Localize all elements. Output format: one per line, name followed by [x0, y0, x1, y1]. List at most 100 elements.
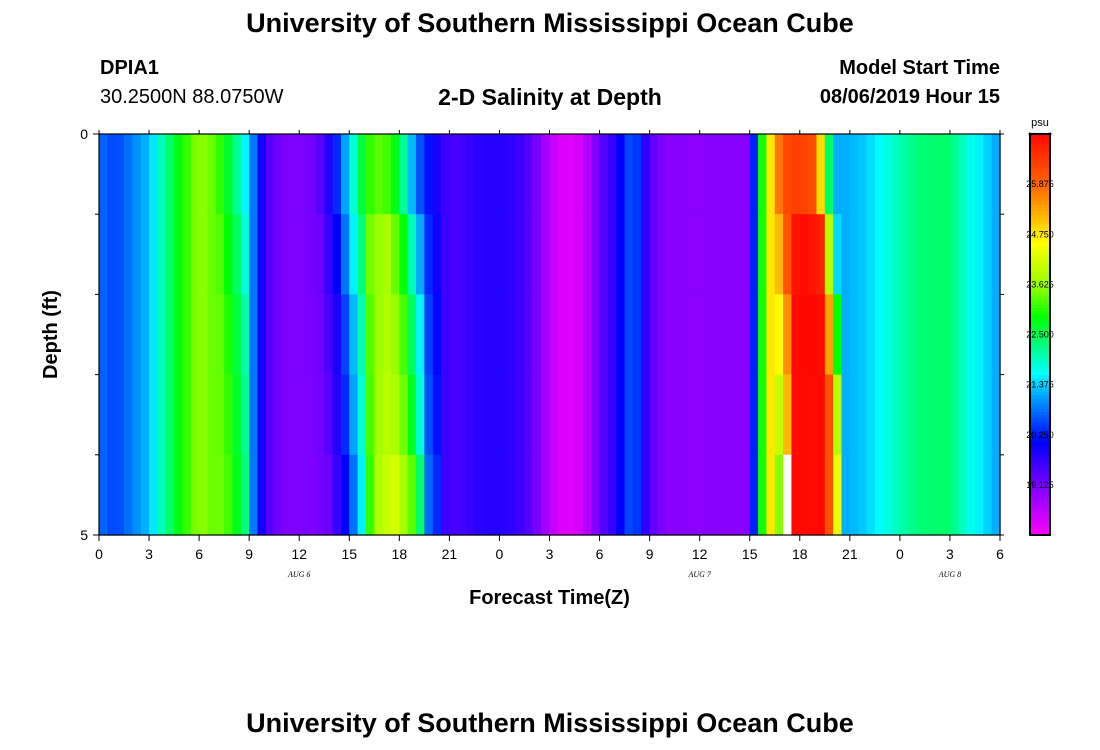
heatmap-cell [407, 294, 417, 376]
heatmap-cell [315, 294, 325, 376]
colorbar-segment [1030, 217, 1050, 222]
heatmap-cell [491, 454, 501, 536]
heatmap-cell [516, 214, 526, 295]
heatmap-cell [107, 454, 117, 536]
heatmap-cell [841, 214, 851, 295]
heatmap-cell [466, 454, 476, 536]
heatmap-cell [215, 454, 225, 536]
colorbar-segment [1030, 144, 1050, 148]
colorbar-segment [1030, 247, 1050, 252]
heatmap-cell [265, 134, 275, 215]
heatmap-cell [416, 374, 425, 456]
colorbar-segment [1030, 401, 1050, 406]
heatmap-cell [282, 454, 292, 536]
heatmap-cell [282, 214, 292, 295]
y-axis: 05 [80, 126, 1004, 543]
heatmap-cell [557, 454, 567, 536]
heatmap-cell [507, 374, 517, 456]
heatmap-cell [332, 454, 342, 536]
heatmap-cell [924, 294, 934, 376]
heatmap-cell [399, 454, 409, 536]
heatmap-cell [599, 454, 609, 536]
heatmap-cell [174, 454, 184, 536]
heatmap-cell [733, 214, 742, 295]
heatmap-cell [432, 294, 442, 376]
colorbar-segment [1030, 478, 1050, 483]
colorbar-segment [1030, 347, 1050, 352]
heatmap-cell [974, 134, 984, 215]
x-tick-label: 0 [95, 546, 103, 562]
colorbar-segment [1030, 451, 1050, 456]
colorbar-segment [1030, 197, 1050, 202]
heatmap-cell [499, 214, 509, 295]
colorbar-segment [1030, 200, 1050, 205]
colorbar-segment [1030, 464, 1050, 469]
heatmap-cell [390, 454, 400, 536]
heatmap-cell [99, 454, 108, 536]
heatmap-cell [791, 454, 801, 536]
heatmap-cell [916, 294, 926, 376]
heatmap-cell [207, 454, 217, 536]
heatmap-cell [966, 134, 976, 215]
heatmap-cell [808, 374, 818, 456]
heatmap-cell [299, 454, 309, 536]
colorbar-segment [1030, 521, 1050, 526]
heatmap-cell [749, 454, 759, 536]
heatmap-cell [632, 454, 642, 536]
heatmap-cell [365, 374, 375, 456]
heatmap-cell [974, 374, 984, 456]
y-tick-label: 5 [80, 527, 88, 543]
heatmap-cell [532, 294, 542, 376]
heatmap-cell [833, 214, 843, 295]
heatmap-cell [474, 294, 484, 376]
heatmap-cell [607, 454, 617, 536]
colorbar-segment [1030, 444, 1050, 449]
heatmap-cell [132, 134, 142, 215]
heatmap-cell [115, 374, 125, 456]
heatmap-cell [958, 374, 968, 456]
heatmap-cell [791, 134, 801, 215]
date-label: AUG 6 [287, 570, 310, 579]
heatmap-cell [432, 214, 442, 295]
heatmap-cell [124, 134, 133, 215]
heatmap-cell [958, 294, 968, 376]
heatmap-cell [916, 374, 926, 456]
heatmap-cell [958, 454, 968, 536]
colorbar-segment [1030, 327, 1050, 332]
heatmap-cell [332, 134, 342, 215]
station-coordinates: 30.2500N 88.0750W [100, 86, 284, 108]
heatmap-cell [457, 294, 467, 376]
heatmap-cell [107, 134, 117, 215]
heatmap-cell [507, 454, 517, 536]
heatmap-cell [741, 374, 751, 456]
heatmap-cell [966, 214, 976, 295]
heatmap-cell [324, 134, 334, 215]
heatmap-cell [157, 374, 167, 456]
heatmap-cell [157, 214, 167, 295]
x-tick-label: 6 [195, 546, 203, 562]
heatmap-cell [374, 374, 384, 456]
heatmap-cell [349, 214, 359, 295]
heatmap-cell [708, 454, 717, 536]
colorbar-segment [1030, 317, 1050, 322]
colorbar-segment [1030, 374, 1050, 379]
heatmap-cell [199, 454, 209, 536]
heatmap-cell [140, 454, 150, 536]
heatmap-cell [582, 454, 592, 536]
heatmap-cell [632, 294, 642, 376]
heatmap-cell [649, 294, 659, 376]
heatmap-cell [841, 134, 851, 215]
colorbar-segment [1030, 140, 1050, 145]
colorbar-segment [1030, 341, 1050, 346]
heatmap-cell [207, 294, 217, 376]
heatmap-cell [682, 134, 692, 215]
heatmap-cell [215, 214, 225, 295]
colorbar-segment [1030, 458, 1050, 463]
heatmap-cell [215, 134, 225, 215]
heatmap-cell [340, 294, 350, 376]
x-tick-label: 9 [646, 546, 654, 562]
heatmap-cell [374, 134, 384, 215]
colorbar-tick-label: 21.375 [1026, 380, 1054, 390]
heatmap-cell [699, 134, 709, 215]
heatmap-cell [866, 374, 876, 456]
